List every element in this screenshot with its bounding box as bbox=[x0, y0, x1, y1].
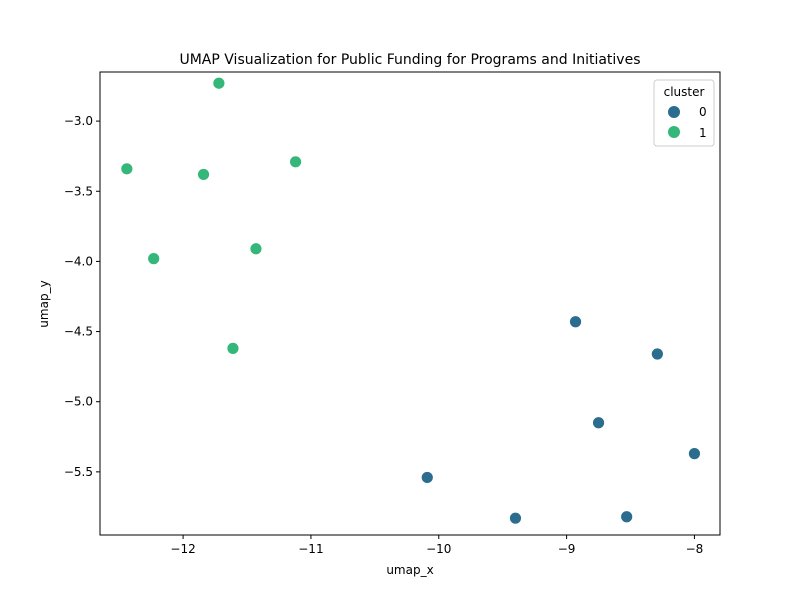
x-tick-label: −10 bbox=[426, 542, 451, 556]
y-axis: −3.0 −3.5 −4.0 −4.5 −5.0 −5.5 bbox=[64, 114, 100, 479]
scatter-point-cluster-1 bbox=[212, 76, 226, 90]
legend-marker-cluster-1 bbox=[668, 126, 680, 138]
scatter-point-cluster-0 bbox=[509, 511, 522, 525]
y-tick-label: −5.5 bbox=[64, 465, 93, 479]
scatter-point-cluster-1 bbox=[289, 155, 302, 169]
plot-area-frame bbox=[99, 71, 721, 536]
legend-title: cluster bbox=[664, 85, 705, 99]
y-tick-label: −4.0 bbox=[64, 254, 93, 268]
y-tick-label: −5.0 bbox=[64, 395, 93, 409]
scatter-point-cluster-0 bbox=[592, 416, 605, 430]
y-tick-label: −3.5 bbox=[64, 184, 93, 198]
x-tick-label: −9 bbox=[558, 542, 576, 556]
x-axis-label: umap_x bbox=[386, 563, 433, 577]
chart-title: UMAP Visualization for Public Funding fo… bbox=[179, 52, 640, 68]
scatter-point-cluster-0 bbox=[420, 471, 434, 484]
scatter-point-cluster-1 bbox=[197, 168, 210, 181]
data-points bbox=[120, 76, 701, 525]
legend: cluster 0 1 bbox=[653, 79, 715, 147]
legend-label-cluster-1: 1 bbox=[699, 126, 707, 140]
scatter-point-cluster-0 bbox=[620, 510, 634, 524]
scatter-point-cluster-1 bbox=[249, 242, 263, 256]
x-tick-label: −8 bbox=[686, 542, 704, 556]
legend-label-cluster-0: 0 bbox=[699, 105, 707, 119]
scatter-point-cluster-1 bbox=[120, 162, 134, 176]
scatter-point-cluster-0 bbox=[688, 447, 701, 461]
y-tick-label: −3.0 bbox=[64, 114, 93, 128]
legend-marker-cluster-0 bbox=[668, 106, 680, 118]
scatter-point-cluster-0 bbox=[650, 347, 664, 361]
scatter-point-cluster-0 bbox=[569, 315, 582, 329]
x-tick-label: −12 bbox=[170, 542, 195, 556]
x-tick-label: −11 bbox=[298, 542, 323, 556]
y-tick-label: −4.5 bbox=[64, 325, 93, 339]
scatter-point-cluster-1 bbox=[226, 341, 240, 355]
scatter-point-cluster-1 bbox=[147, 252, 161, 266]
x-axis: −12 −11 −10 −9 −8 bbox=[170, 535, 703, 556]
y-axis-label: umap_y bbox=[37, 280, 51, 327]
